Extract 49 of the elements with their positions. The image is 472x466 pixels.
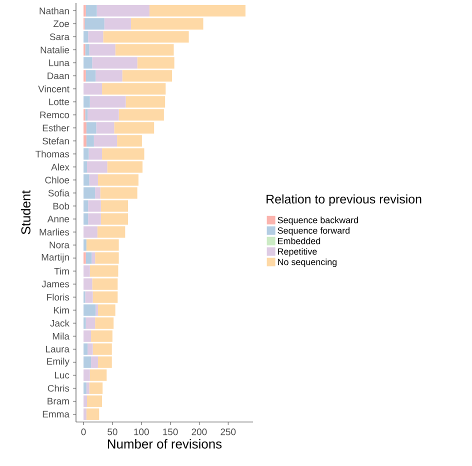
- legend-label: Embedded: [278, 238, 320, 244]
- x-tick-label: 0: [81, 428, 86, 436]
- y-tick-label: Thomas: [36, 150, 70, 158]
- y-tick-label: Marlies: [40, 228, 70, 236]
- y-tick-label: Chloe: [45, 176, 70, 184]
- y-tick-label: Emily: [47, 358, 70, 367]
- y-tick-label: Alex: [51, 163, 70, 170]
- legend-title: Relation to previous revision: [266, 194, 422, 206]
- y-tick-label: Sofia: [48, 190, 70, 196]
- legend-label: Sequence forward: [278, 227, 350, 236]
- y-tick-label: Emma: [42, 410, 70, 418]
- legend-label: No sequencing: [278, 258, 337, 267]
- x-tick-label: 200: [192, 428, 207, 436]
- y-tick-label: Luc: [55, 372, 70, 378]
- bar: [84, 382, 86, 394]
- y-axis-title: Student: [20, 190, 30, 234]
- y-tick-label: Nora: [50, 242, 70, 248]
- legend-label: Sequence backward: [278, 216, 358, 226]
- y-tick-label: Luna: [49, 60, 70, 66]
- bar: [92, 252, 96, 264]
- y-tick-label: Kim: [54, 306, 69, 314]
- bar: [84, 213, 88, 225]
- legend-label: Repetitive: [278, 248, 317, 256]
- y-tick-label: Sara: [50, 33, 70, 40]
- y-tick-label: Stefan: [42, 137, 69, 144]
- y-tick-label: Tim: [54, 268, 69, 274]
- x-tick-label: 150: [163, 428, 178, 436]
- x-tick-label: 50: [108, 428, 118, 436]
- y-tick-label: Esther: [42, 124, 70, 132]
- y-tick-label: Laura: [46, 346, 70, 352]
- y-tick-label: Mila: [52, 332, 70, 340]
- y-tick-label: Bob: [53, 202, 70, 210]
- y-tick-label: Natalie: [40, 46, 70, 54]
- y-tick-label: Jack: [50, 320, 70, 327]
- y-tick-label: Zoe: [53, 20, 70, 28]
- y-tick-label: Bram: [48, 398, 69, 404]
- x-axis-title: Number of revisions: [108, 439, 222, 449]
- y-tick-label: Martijn: [42, 254, 69, 262]
- y-tick-label: Vincent: [38, 85, 70, 92]
- x-tick-label: 100: [134, 428, 149, 436]
- y-tick-label: Remco: [40, 112, 70, 118]
- y-tick-label: Chris: [48, 384, 70, 392]
- y-tick-label: Nathan: [40, 7, 69, 14]
- y-tick-label: Lotte: [49, 98, 70, 106]
- y-tick-label: James: [42, 280, 70, 288]
- y-tick-label: Floris: [47, 294, 70, 301]
- y-tick-label: Anne: [47, 216, 70, 222]
- x-tick-label: 250: [220, 428, 236, 436]
- y-tick-label: Daan: [48, 72, 69, 80]
